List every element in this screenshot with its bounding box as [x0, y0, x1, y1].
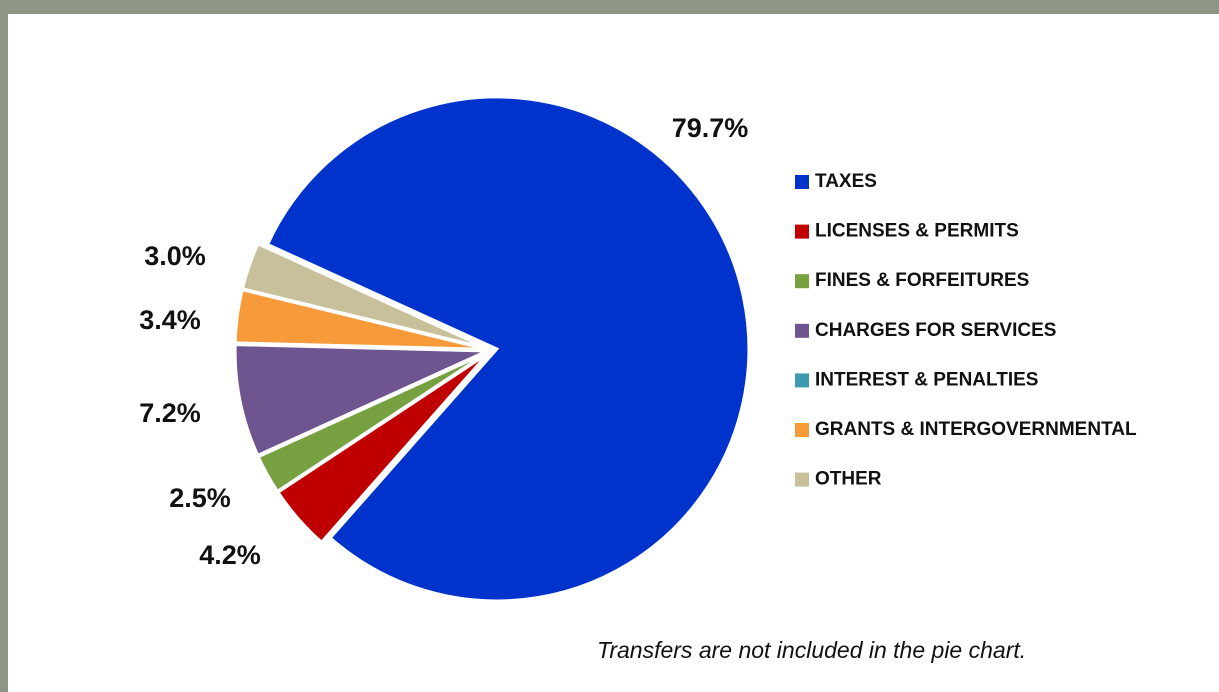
data-label: 3.4% [139, 305, 201, 335]
pie-slice [233, 343, 488, 458]
footnote: Transfers are not included in the pie ch… [597, 637, 1026, 663]
legend-label: OTHER [815, 469, 882, 490]
legend-label: CHARGES FOR SERVICES [815, 320, 1056, 341]
legend-label: INTEREST & PENALTIES [815, 369, 1038, 390]
legend-swatch [795, 472, 809, 487]
data-label: 2.5% [169, 483, 231, 513]
legend-label: TAXES [815, 171, 877, 192]
pie-slice [240, 241, 488, 350]
data-label: 3.0% [144, 241, 206, 271]
legend-swatch [795, 373, 809, 388]
legend-swatch [795, 323, 809, 338]
pie-slice [256, 351, 489, 494]
legend-swatch [795, 274, 809, 289]
legend-swatch [795, 175, 809, 189]
legend-swatch [795, 224, 809, 239]
data-label: 4.2% [199, 540, 261, 570]
data-label: 79.7% [672, 113, 749, 143]
legend-label: GRANTS & INTERGOVERNMENTAL [815, 419, 1137, 440]
pie-slice [265, 95, 751, 603]
legend-label: LICENSES & PERMITS [815, 221, 1019, 242]
legend-label: FINES & FORFEITURES [815, 270, 1029, 291]
legend-swatch [795, 423, 809, 437]
data-label: 7.2% [139, 398, 201, 428]
